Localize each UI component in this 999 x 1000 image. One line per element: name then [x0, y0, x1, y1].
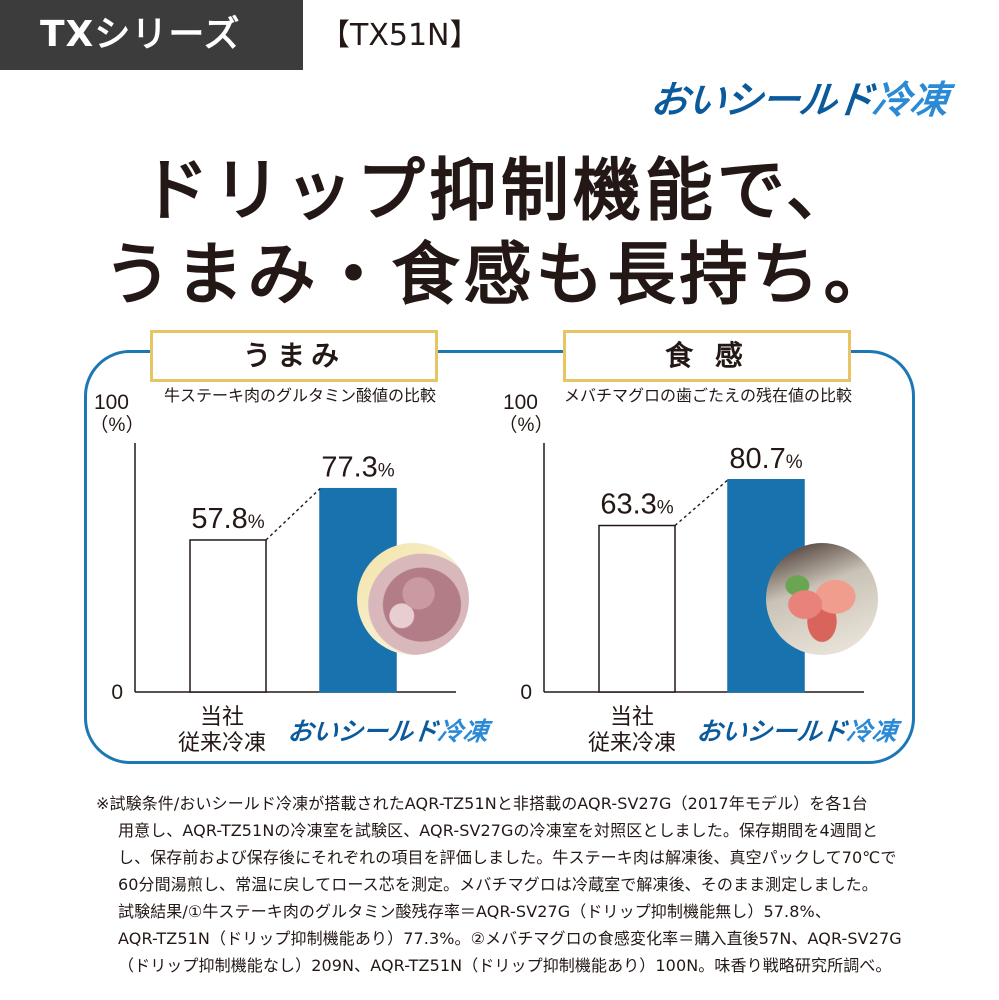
category-brand-text-2: 冷凍: [845, 717, 899, 746]
data-label: 80.7%: [729, 443, 802, 475]
y-tick-label-max: 100: [94, 391, 129, 414]
bar-conventional: [189, 539, 267, 693]
footnote: ※試験条件/おいシールド冷凍が搭載されたAQR-TZ51Nと非搭載のAQR-SV…: [96, 790, 926, 979]
category-brand-text-2: 冷凍: [436, 717, 490, 746]
category-brand-text-1: おいシールド: [695, 717, 849, 746]
data-label: 57.8%: [191, 503, 264, 535]
y-unit-label: （%）: [90, 414, 145, 436]
y-tick-label-max: 100: [503, 391, 538, 414]
footnote-line: し、保存前および保存後にそれぞれの項目を評価しました。牛ステーキ肉は解凍後、真空…: [118, 848, 897, 867]
category-brand-text-1: おいシールド: [286, 717, 440, 746]
category-label-line-1: 当社: [609, 705, 654, 730]
category-label-line-2: 従来冷凍: [177, 731, 266, 756]
data-label: 77.3%: [321, 452, 394, 484]
model-tag: 【TX51N】: [320, 18, 480, 53]
category-label-conventional-texture: 当社 従来冷凍: [578, 705, 686, 757]
data-label: 63.3%: [600, 489, 673, 521]
category-label-line-2: 従来冷凍: [587, 731, 676, 756]
bar-conventional: [598, 524, 676, 693]
y-unit-label: （%）: [499, 414, 554, 436]
category-label-line-1: 当社: [199, 705, 244, 730]
y-tick-label-min: 0: [520, 681, 532, 704]
category-label-conventional-umami: 当社 従来冷凍: [168, 705, 276, 757]
headline: ドリップ抑制機能で、 うまみ・食感も長持ち。: [0, 150, 999, 318]
footnote-line: 用意し、AQR-TZ51Nの冷凍室を試験区、AQR-SV27Gの冷凍室を対照区と…: [118, 821, 879, 840]
headline-line-1: ドリップ抑制機能で、: [140, 152, 859, 231]
comparison-connector: [265, 488, 321, 541]
tuna-sashimi-photo: [766, 543, 878, 655]
footnote-line: 試験結果/①牛ステーキ肉のグルタミン酸残存率＝AQR-SV27G（ドリップ抑制機…: [118, 902, 831, 921]
comparison-connector: [674, 479, 729, 527]
category-label-brand-texture: おいシールド冷凍: [695, 717, 899, 747]
panel-subtitle-texture: メバチマグロの歯ごたえの残在値の比較: [563, 386, 852, 405]
footnote-line: ※試験条件/おいシールド冷凍が搭載されたAQR-TZ51Nと非搭載のAQR-SV…: [96, 794, 868, 813]
beef-steak-photo: [357, 543, 469, 655]
headline-line-2: うまみ・食感も長持ち。: [103, 236, 896, 315]
footnote-line: AQR-TZ51N（ドリップ抑制機能あり）77.3%。②メバチマグロの食感変化率…: [118, 929, 902, 948]
panel-title-texture: 食 感: [563, 330, 851, 382]
category-label-brand-umami: おいシールド冷凍: [286, 717, 490, 747]
footnote-line: 60分間湯煎し、常温に戻してロース芯を測定。メバチマグロは冷蔵室で解凍後、そのま…: [118, 875, 878, 894]
footnote-line: （ドリップ抑制機能なし）209N、AQR-TZ51N（ドリップ抑制機能あり）10…: [118, 956, 892, 975]
y-tick-label-min: 0: [111, 681, 123, 704]
series-badge: TXシリーズ: [0, 0, 303, 70]
panel-title-umami: うまみ: [150, 330, 438, 382]
panel-subtitle-umami: 牛ステーキ肉のグルタミン酸値の比較: [163, 386, 436, 405]
